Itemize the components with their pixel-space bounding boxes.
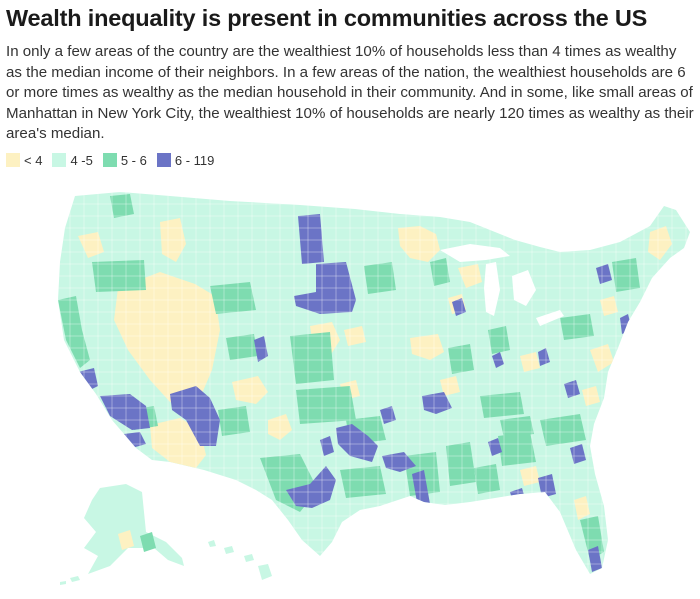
legend-item-6-119: 6 - 119 [156, 152, 215, 168]
legend-label-lt4: < 4 [24, 152, 43, 168]
alaska-green [140, 532, 156, 552]
legend-swatch-4-5 [52, 153, 67, 167]
chart-subtitle: In only a few areas of the country are t… [6, 43, 694, 142]
legend-item-5-6: 5 - 6 [102, 152, 147, 168]
lake-superior [440, 244, 510, 262]
water [440, 244, 564, 326]
hawaii-kauai [208, 540, 216, 547]
hawaii-oahu [224, 546, 234, 554]
legend: < 4 4 -5 5 - 6 6 - 119 [6, 152, 224, 168]
legend-label-5-6: 5 - 6 [120, 152, 147, 168]
hawaii [208, 540, 272, 580]
alaska-yellow [118, 530, 134, 550]
lake-huron [512, 270, 536, 306]
hawaii-maui [244, 554, 254, 562]
us-county-map [58, 192, 690, 585]
legend-item-4-5: 4 -5 [52, 152, 93, 168]
legend-label-6-119: 6 - 119 [174, 152, 215, 168]
chart-title: Wealth inequality is present in communit… [6, 5, 648, 31]
legend-swatch-lt4 [6, 153, 20, 167]
legend-swatch-5-6 [102, 153, 117, 167]
alaska-shape [84, 484, 184, 574]
legend-item-lt4: < 4 [6, 153, 42, 168]
alaska-islands [60, 576, 80, 585]
legend-label-4-5: 4 -5 [70, 152, 93, 168]
alaska [60, 484, 184, 585]
lake-erie [536, 310, 564, 326]
region-texas-houston [374, 508, 392, 534]
lake-michigan [484, 262, 500, 316]
legend-swatch-6-119 [156, 153, 171, 167]
hawaii-big-island [258, 564, 272, 580]
